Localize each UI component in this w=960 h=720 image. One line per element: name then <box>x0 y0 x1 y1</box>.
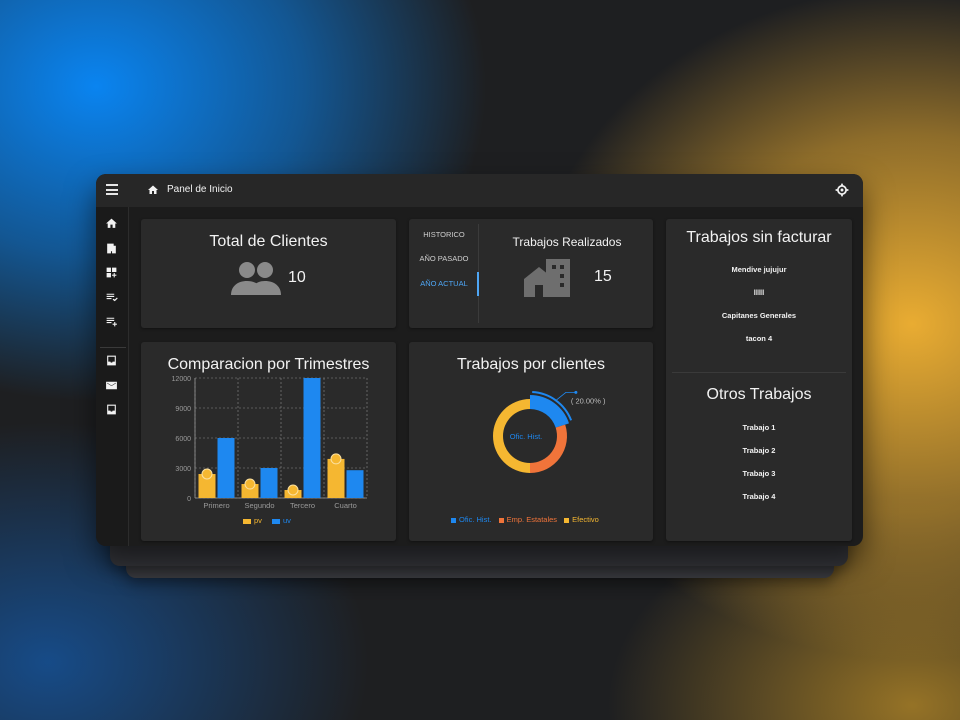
bar-legend: pv uv <box>243 516 291 525</box>
inbox-icon[interactable] <box>105 403 118 416</box>
bar-uv <box>260 468 278 498</box>
x-tick-label: Segundo <box>244 501 274 510</box>
x-tick-label: Primero <box>203 501 229 510</box>
trabajos-realizados-value: 15 <box>594 268 612 285</box>
otros-trabajos-title: Otros Trabajos <box>706 386 812 403</box>
menu-icon[interactable] <box>106 184 118 196</box>
list-item: Trabajo 3 <box>742 469 776 478</box>
page-title: Panel de Inicio <box>167 184 233 195</box>
point-marker <box>244 478 256 490</box>
y-tick-label: 3000 <box>175 466 191 473</box>
group-icon <box>231 262 281 295</box>
sin-facturar-title: Trabajos sin facturar <box>686 229 832 246</box>
y-tick-label: 0 <box>187 496 191 503</box>
dashboard-add-icon[interactable] <box>105 266 118 279</box>
por-clientes-card: Trabajos por clientes ( 20.00% ) Ofic. Hi… <box>409 342 653 541</box>
bar-uv <box>217 438 235 498</box>
tab-historico[interactable]: HISTORICO <box>423 230 465 239</box>
bar-pv <box>241 484 259 498</box>
playlist-add-icon[interactable] <box>105 315 118 328</box>
point-marker <box>330 453 342 465</box>
home-icon[interactable] <box>105 217 118 230</box>
bar-uv <box>346 470 364 498</box>
donut-slice-active <box>530 395 569 428</box>
list-item: Trabajo 2 <box>742 446 776 455</box>
x-tick-label: Cuarto <box>334 501 357 510</box>
tab-ano-pasado[interactable]: AÑO PASADO <box>419 254 469 263</box>
list-item: Mendive jujujur <box>731 265 787 274</box>
list-item: Trabajo 4 <box>742 492 776 501</box>
legend-item-ofic-hist: Ofic. Hist. <box>451 515 492 524</box>
app-window: Panel de Inicio Total de Clientes 10 HIS… <box>96 174 863 546</box>
playlist-check-icon[interactable] <box>105 291 118 304</box>
y-tick-label: 9000 <box>175 406 191 413</box>
por-clientes-title: Trabajos por clientes <box>457 356 605 373</box>
total-clientes-card: Total de Clientes 10 <box>141 219 396 328</box>
legend-item-efectivo: Efectivo <box>564 515 599 524</box>
trabajos-realizados-title: Trabajos Realizados <box>512 235 622 249</box>
legend-item-pv: pv <box>243 516 262 525</box>
bar-chart: 12000 9000 6000 3000 0 Primero Segundo Tercero C… <box>172 376 368 510</box>
side-navigation <box>96 207 129 546</box>
point-marker <box>201 468 213 480</box>
active-tab-indicator <box>477 272 479 296</box>
callout-dot <box>574 390 578 394</box>
donut-chart: ( 20.00% ) Ofic. Hist. <box>493 390 606 473</box>
list-item: Trabajo 1 <box>742 423 776 432</box>
list-item: lllll <box>753 288 765 297</box>
tab-ano-actual[interactable]: AÑO ACTUAL <box>420 279 468 288</box>
y-tick-label: 6000 <box>175 436 191 443</box>
comparacion-card: Comparacion por Trimestres 12000 9000 6000… <box>141 342 396 541</box>
legend-item-emp-estatales: Emp. Estatales <box>498 515 557 524</box>
total-clientes-value: 10 <box>288 269 306 286</box>
bar-pv <box>198 474 216 498</box>
home-icon[interactable] <box>147 184 159 196</box>
mail-icon[interactable] <box>105 379 118 392</box>
total-clientes-title: Total de Clientes <box>209 233 328 250</box>
top-bar: Panel de Inicio <box>96 174 863 207</box>
list-item: Capitanes Generales <box>721 311 797 320</box>
y-tick-label: 12000 <box>172 376 192 383</box>
section-divider <box>672 372 846 373</box>
point-marker <box>287 484 299 496</box>
donut-center-label: Ofic. Hist. <box>510 432 543 441</box>
callout-label: ( 20.00% ) <box>571 396 606 405</box>
inbox-icon[interactable] <box>105 354 118 367</box>
bar-uv <box>303 378 321 498</box>
callout-line <box>555 392 576 401</box>
sin-facturar-card: Trabajos sin facturar Mendive jujujur ll… <box>666 219 852 541</box>
x-tick-label: Tercero <box>290 501 315 510</box>
donut-slice <box>530 424 567 473</box>
nav-divider <box>100 347 126 348</box>
bar-pv <box>327 458 345 498</box>
donut-legend: Ofic. Hist. Emp. Estatales Efectivo <box>451 515 599 524</box>
donut-slice <box>493 399 530 473</box>
building-icon[interactable] <box>105 242 118 255</box>
building-icon <box>524 259 570 297</box>
trabajos-realizados-card: HISTORICO AÑO PASADO AÑO ACTUAL Trabajos… <box>409 219 653 328</box>
legend-item-uv: uv <box>272 516 291 525</box>
comparacion-title: Comparacion por Trimestres <box>167 356 370 373</box>
settings-icon[interactable] <box>835 183 849 197</box>
list-item: tacon 4 <box>745 334 773 343</box>
